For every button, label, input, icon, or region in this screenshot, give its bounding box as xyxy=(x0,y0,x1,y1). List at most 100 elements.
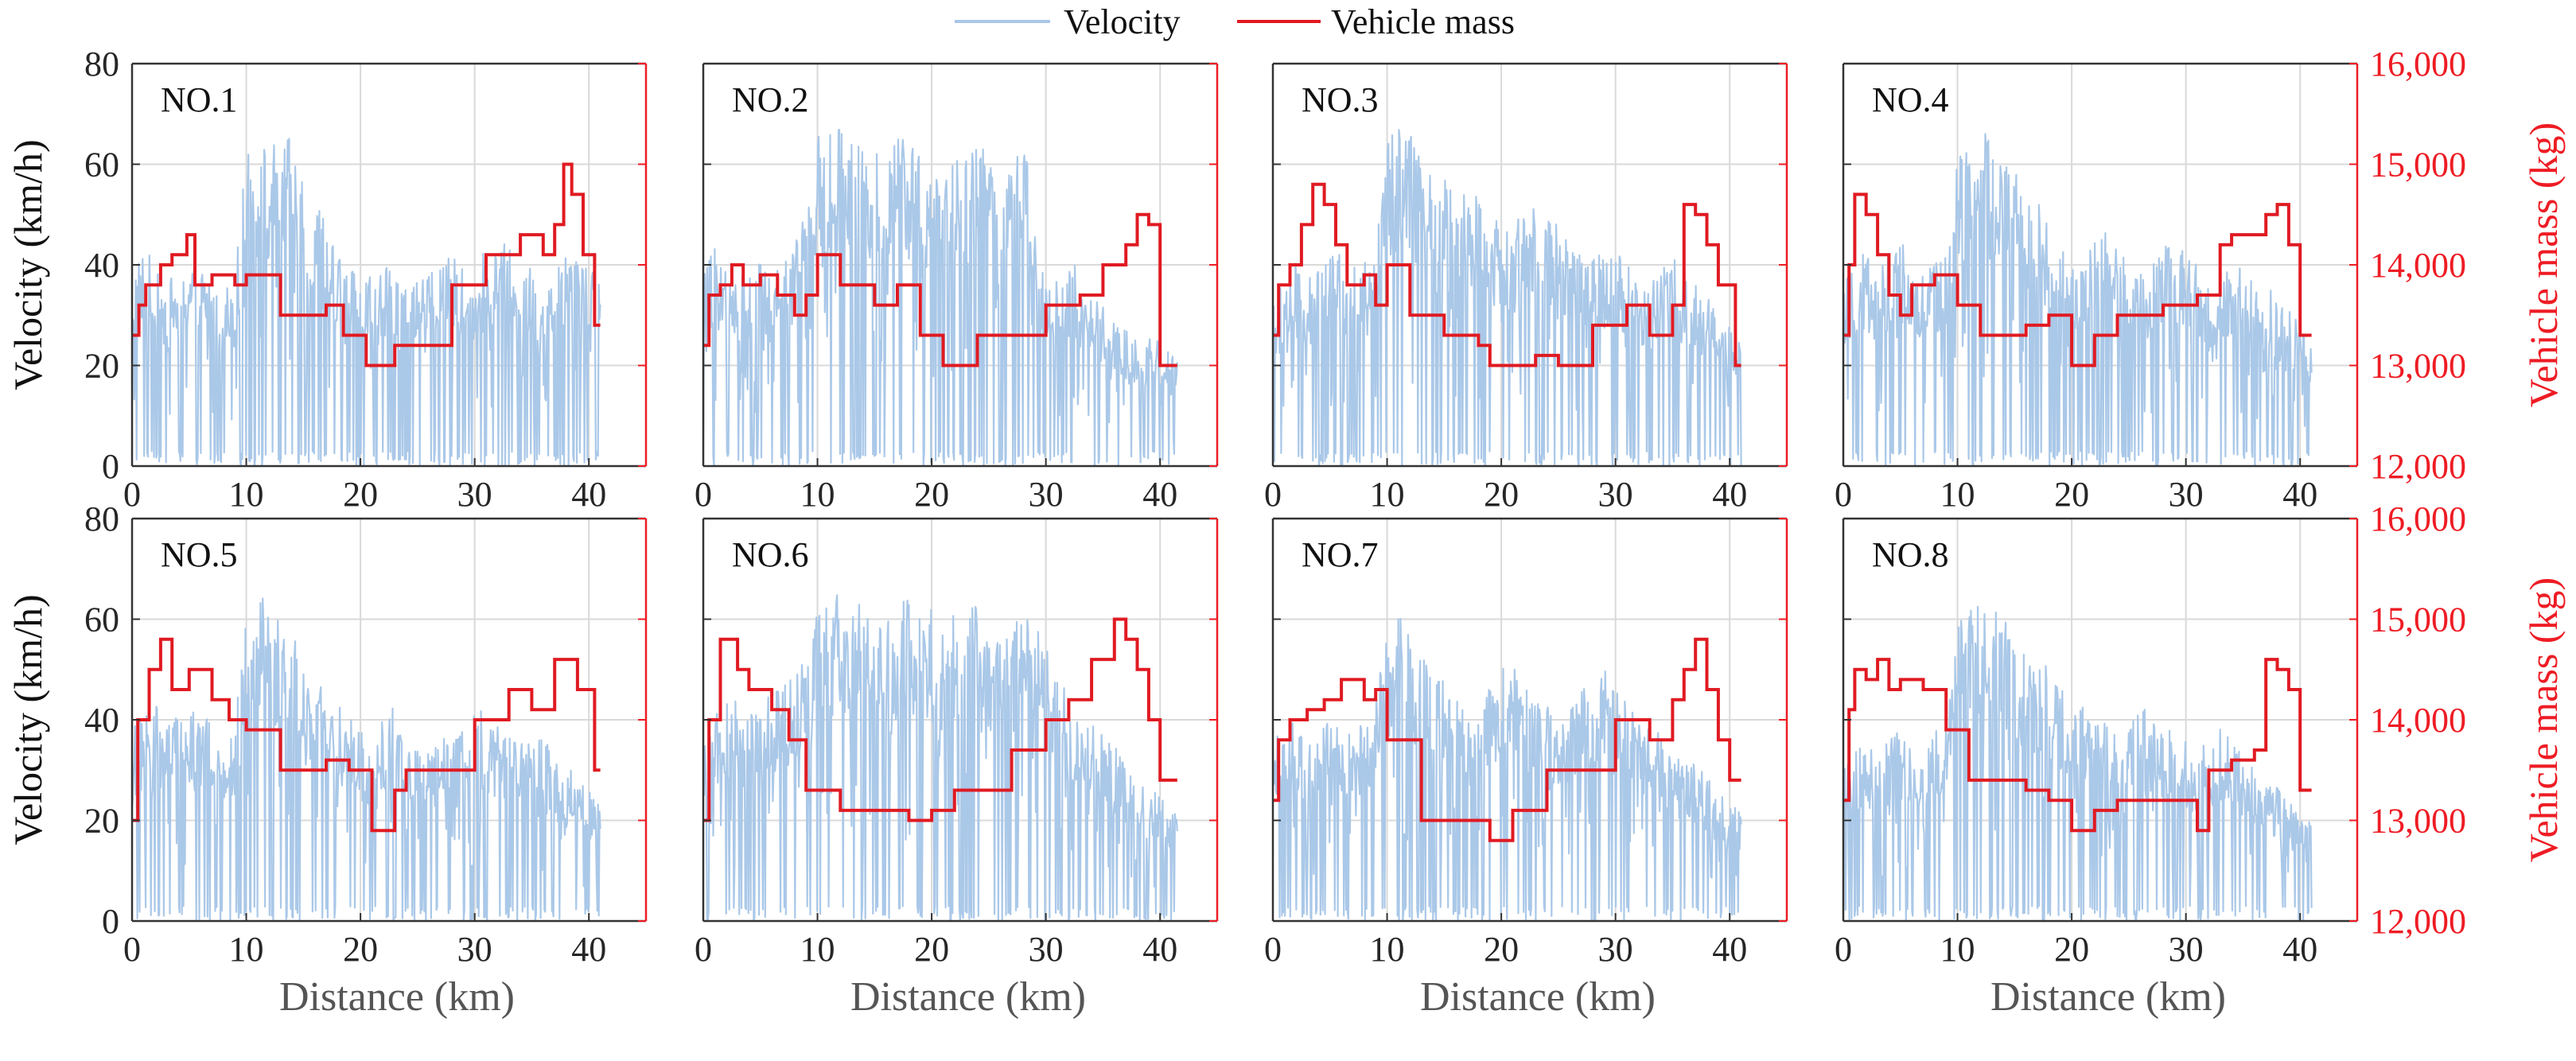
x-tick-label: 30 xyxy=(1598,475,1633,514)
x-tick-label: 10 xyxy=(800,475,835,514)
x-tick-label: 40 xyxy=(571,930,606,969)
vehicle-mass-series xyxy=(703,617,1177,822)
x-tick-label: 0 xyxy=(123,930,141,969)
vehicle-mass-series xyxy=(1843,192,2312,367)
x-tick-label: 20 xyxy=(914,475,949,514)
panel-title: NO.2 xyxy=(732,80,809,119)
x-tick-label: 10 xyxy=(1370,930,1405,969)
x-tick-label: 30 xyxy=(457,475,492,514)
x-axis-label: Distance (km) xyxy=(279,974,515,1020)
x-tick-label: 20 xyxy=(343,930,378,969)
y-tick-label: 20 xyxy=(84,347,119,386)
panel-title: NO.3 xyxy=(1302,80,1379,119)
x-tick-label: 40 xyxy=(571,475,606,514)
x-tick-label: 20 xyxy=(2054,475,2089,514)
y2-tick-label: 15,000 xyxy=(2370,146,2466,185)
y-tick-label: 40 xyxy=(84,246,119,285)
x-tick-label: 10 xyxy=(229,930,264,969)
y2-tick-label: 14,000 xyxy=(2370,246,2466,285)
vehicle-mass-series xyxy=(132,637,601,833)
x-tick-label: 20 xyxy=(1484,930,1519,969)
velocity-series xyxy=(702,129,1178,467)
velocity-series xyxy=(1271,617,1742,922)
velocity-series xyxy=(130,597,601,923)
chart-panel-6: 0 10 20 30 40 NO.6 Distance (km) xyxy=(695,517,1219,1020)
x-tick-label: 30 xyxy=(2169,475,2204,514)
x-tick-label: 0 xyxy=(1264,930,1282,969)
x-tick-label: 30 xyxy=(457,930,492,969)
panel-title: NO.5 xyxy=(161,535,238,574)
y2-tick-label: 13,000 xyxy=(2370,802,2466,841)
y-tick-label: 0 xyxy=(102,447,119,486)
chart-panel-5: 0 10 20 30 40 0 20 40 60 80 NO.5 Distance (km) Veloc… xyxy=(6,499,648,1020)
legend: Velocity Vehicle mass xyxy=(955,2,1515,41)
y2-tick-label: 15,000 xyxy=(2370,600,2466,639)
y-tick-label: 80 xyxy=(84,45,119,84)
x-tick-label: 0 xyxy=(1835,475,1852,514)
velocity-series xyxy=(1843,605,2313,923)
x-tick-label: 10 xyxy=(800,930,835,969)
chart-panel-7: 0 10 20 30 40 NO.7 Distance (km) xyxy=(1264,517,1788,1020)
x-tick-label: 40 xyxy=(2282,475,2317,514)
x-tick-label: 40 xyxy=(1142,475,1177,514)
y2-tick-label: 14,000 xyxy=(2370,701,2466,740)
y2-tick-label: 12,000 xyxy=(2370,902,2466,941)
y-tick-label: 20 xyxy=(84,802,119,841)
vehicle-mass-series xyxy=(1273,182,1741,367)
y-tick-label: 80 xyxy=(84,499,119,538)
x-tick-label: 0 xyxy=(695,930,712,969)
panel-title: NO.1 xyxy=(161,80,238,119)
chart-panel-4: 0 10 20 30 40 12,000 13,000 14,000 15,000 16,000 N… xyxy=(1835,45,2566,514)
legend-mass-label: Vehicle mass xyxy=(1331,2,1515,41)
velocity-series xyxy=(130,138,601,468)
x-tick-label: 20 xyxy=(914,930,949,969)
x-tick-label: 40 xyxy=(2282,930,2317,969)
x-tick-label: 30 xyxy=(1598,930,1633,969)
y2-tick-label: 13,000 xyxy=(2370,347,2466,386)
velocity-series xyxy=(1842,133,2313,467)
x-tick-label: 0 xyxy=(123,475,141,514)
x-tick-label: 10 xyxy=(229,475,264,514)
chart-panels: 0 10 20 30 40 0 20 40 60 80 NO.1 Velocity (km/h) 0 10… xyxy=(6,45,2566,1020)
x-tick-label: 10 xyxy=(1940,475,1975,514)
x-axis-label: Distance (km) xyxy=(850,974,1086,1020)
y2-tick-label: 16,000 xyxy=(2370,499,2466,538)
vehicle-mass-series xyxy=(132,162,601,367)
panel-title: NO.6 xyxy=(732,535,809,574)
chart-panel-8: 0 10 20 30 40 12,000 13,000 14,000 15,000 16,000 N… xyxy=(1835,499,2566,1020)
y-tick-label: 40 xyxy=(84,701,119,740)
panel-title: NO.8 xyxy=(1872,535,1949,574)
x-tick-label: 0 xyxy=(695,475,712,514)
y2-axis-label: Vehicle mass (kg) xyxy=(2521,122,2566,407)
x-tick-label: 40 xyxy=(1712,930,1747,969)
chart-panel-3: 0 10 20 30 40 NO.3 xyxy=(1264,62,1788,514)
x-tick-label: 30 xyxy=(1029,475,1064,514)
y-tick-label: 60 xyxy=(84,600,119,639)
chart-panel-2: 0 10 20 30 40 NO.2 xyxy=(695,62,1219,514)
x-axis-label: Distance (km) xyxy=(1990,974,2226,1020)
y-axis-label: Velocity (km/h) xyxy=(6,139,50,390)
x-tick-label: 10 xyxy=(1940,930,1975,969)
panel-title: NO.7 xyxy=(1302,535,1379,574)
vehicle-mass-series xyxy=(703,212,1177,367)
velocity-series xyxy=(1271,129,1742,468)
x-tick-label: 10 xyxy=(1370,475,1405,514)
y2-axis-label: Vehicle mass (kg) xyxy=(2521,577,2566,862)
x-tick-label: 20 xyxy=(1484,475,1519,514)
x-tick-label: 0 xyxy=(1264,475,1282,514)
x-tick-label: 30 xyxy=(1029,930,1064,969)
vehicle-mass-series xyxy=(1273,637,1741,842)
x-tick-label: 0 xyxy=(1835,930,1852,969)
x-tick-label: 20 xyxy=(2054,930,2089,969)
legend-velocity-label: Velocity xyxy=(1064,2,1181,41)
y-tick-label: 0 xyxy=(102,902,119,941)
vehicle-mass-series xyxy=(1843,658,2312,833)
panel-title: NO.4 xyxy=(1872,80,1949,119)
y2-tick-label: 16,000 xyxy=(2370,45,2466,84)
velocity-series xyxy=(702,594,1178,922)
y-axis-label: Velocity (km/h) xyxy=(6,594,50,845)
y2-tick-label: 12,000 xyxy=(2370,447,2466,486)
x-axis-label: Distance (km) xyxy=(1420,974,1656,1020)
chart-panel-1: 0 10 20 30 40 0 20 40 60 80 NO.1 Velocity (km/h) xyxy=(6,45,648,514)
